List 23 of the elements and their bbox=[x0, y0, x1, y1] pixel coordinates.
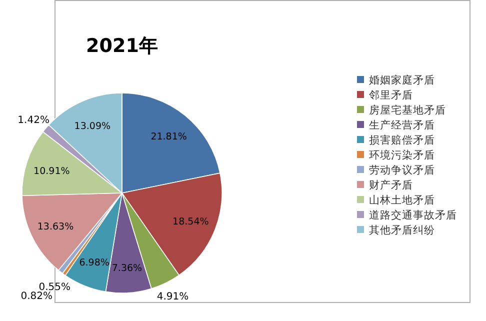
data-label: 13.09% bbox=[74, 121, 111, 132]
legend-label: 邻里矛盾 bbox=[369, 88, 413, 102]
data-label: 6.98% bbox=[79, 258, 110, 269]
legend-label: 生产经营矛盾 bbox=[369, 118, 435, 132]
legend-label: 劳动争议矛盾 bbox=[369, 164, 435, 176]
data-label: 10.91% bbox=[34, 166, 70, 177]
data-label: 0.82% bbox=[20, 290, 53, 302]
legend-label: 房屋宅基地矛盾 bbox=[369, 104, 446, 116]
data-label: 18.54% bbox=[172, 216, 209, 228]
data-label: 1.42% bbox=[18, 115, 50, 126]
data-label: 13.63% bbox=[37, 221, 74, 232]
legend-label: 环境污染矛盾 bbox=[369, 148, 435, 162]
chart-title: 2021年 bbox=[86, 35, 158, 57]
legend-label: 道路交通事故矛盾 bbox=[369, 208, 457, 222]
legend-label: 其他矛盾纠纷 bbox=[369, 224, 435, 236]
legend-label: 财产矛盾 bbox=[369, 178, 413, 192]
legend-label: 损害赔偿矛盾 bbox=[369, 134, 435, 146]
data-label: 21.81% bbox=[150, 132, 187, 143]
legend-label: 山林土地矛盾 bbox=[369, 194, 435, 206]
data-label: 7.36% bbox=[112, 262, 142, 274]
legend-label: 婚姻家庭矛盾 bbox=[369, 74, 435, 86]
data-label: 0.55% bbox=[38, 282, 71, 293]
data-label: 4.91% bbox=[156, 292, 189, 303]
